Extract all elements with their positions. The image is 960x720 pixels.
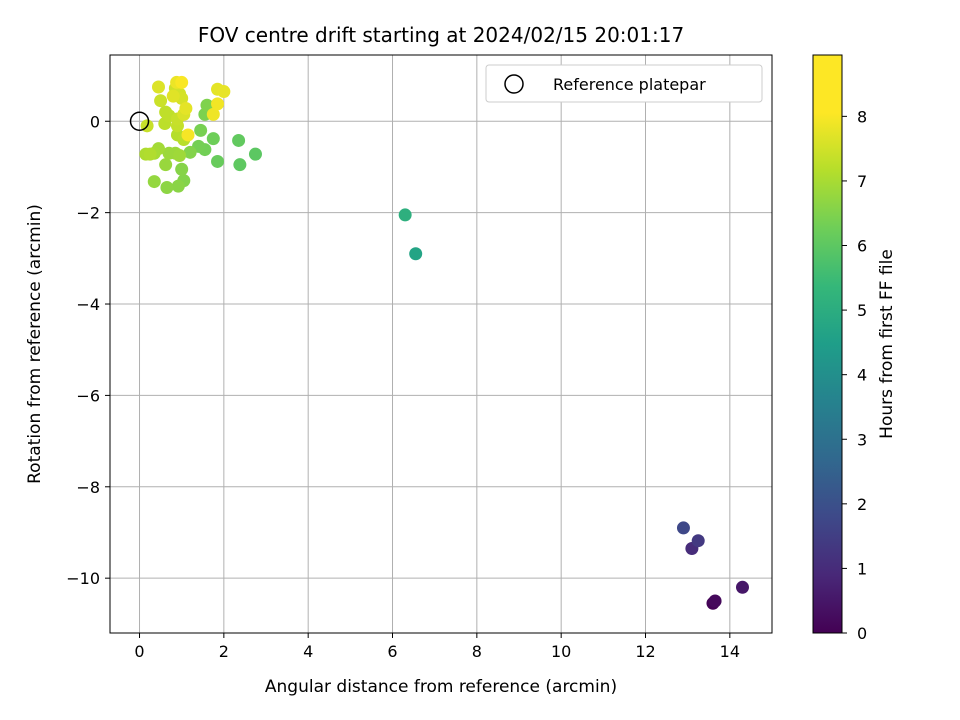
- x-tick-label: 10: [551, 642, 571, 661]
- data-point: [175, 75, 189, 89]
- data-point: [160, 181, 174, 195]
- colorbar-tick-label: 2: [857, 495, 867, 514]
- data-point: [162, 146, 176, 160]
- x-axis: 0 2 4 6 8 10 12 14: [134, 633, 740, 661]
- y-tick-label: −8: [76, 478, 100, 497]
- colorbar-tick-label: 5: [857, 301, 867, 320]
- data-point: [691, 534, 705, 548]
- data-point: [211, 154, 225, 168]
- data-point: [398, 208, 412, 222]
- colorbar-label: Hours from first FF file: [877, 249, 897, 439]
- data-point: [179, 101, 193, 115]
- data-point: [159, 105, 173, 119]
- y-tick-label: −6: [76, 386, 100, 405]
- x-tick-label: 14: [720, 642, 740, 661]
- colorbar-tick-label: 0: [857, 624, 867, 643]
- data-point: [154, 94, 168, 108]
- colorbar-tick-label: 6: [857, 237, 867, 256]
- data-point: [171, 179, 185, 193]
- data-point: [409, 247, 423, 261]
- colorbar-tick-label: 3: [857, 430, 867, 449]
- colorbar-tick-label: 7: [857, 172, 867, 191]
- legend-box: [485, 64, 763, 103]
- legend: Reference platepar: [485, 64, 763, 103]
- data-point: [735, 580, 749, 594]
- data-point: [206, 132, 220, 146]
- data-point: [175, 162, 189, 176]
- data-point: [183, 145, 197, 159]
- reference-marker-group: [129, 111, 150, 132]
- data-point: [181, 128, 195, 142]
- data-point: [708, 594, 722, 608]
- x-tick-label: 12: [635, 642, 655, 661]
- y-axis-label: Rotation from reference (arcmin): [25, 204, 45, 484]
- data-point: [232, 133, 246, 147]
- reference-platepar-marker: [129, 111, 150, 132]
- data-point: [200, 98, 214, 112]
- colorbar-tick-label: 4: [857, 366, 867, 385]
- data-point: [159, 158, 173, 172]
- data-point: [151, 80, 165, 94]
- y-axis: 0 −2 −4 −6 −8 −10: [66, 112, 110, 588]
- colorbar-tick-label: 8: [857, 107, 867, 126]
- legend-reference-marker: [504, 74, 524, 94]
- x-axis-label: Angular distance from reference (arcmin): [265, 677, 617, 697]
- y-tick-label: −2: [76, 204, 100, 223]
- colorbar-gradient: [812, 54, 843, 634]
- colorbar-ticks: 0 1 2 3 4 5 6 7 8: [842, 107, 867, 643]
- data-point: [166, 89, 180, 103]
- y-tick-label: −4: [76, 295, 100, 314]
- data-point: [248, 147, 262, 161]
- data-point: [143, 147, 157, 161]
- colorbar: 0 1 2 3 4 5 6 7 8 Hours from first FF file: [812, 54, 897, 643]
- plot-area: [110, 55, 772, 633]
- x-tick-label: 6: [387, 642, 397, 661]
- legend-entry-label: Reference platepar: [553, 75, 706, 94]
- grid: [110, 55, 772, 633]
- axes-frame: [109, 54, 773, 634]
- data-point: [173, 149, 187, 163]
- scatter-series: [139, 75, 749, 610]
- data-point: [206, 107, 220, 121]
- chart-title: FOV centre drift starting at 2024/02/15 …: [198, 23, 684, 47]
- x-tick-label: 4: [303, 642, 313, 661]
- x-tick-label: 0: [134, 642, 144, 661]
- x-tick-label: 8: [472, 642, 482, 661]
- data-point: [676, 521, 690, 535]
- y-tick-label: −10: [66, 569, 100, 588]
- data-point: [194, 123, 208, 137]
- data-point: [233, 158, 247, 172]
- x-tick-label: 2: [219, 642, 229, 661]
- data-point: [211, 97, 225, 111]
- data-point: [217, 85, 231, 99]
- data-point: [147, 175, 161, 189]
- y-tick-label: 0: [90, 112, 100, 131]
- colorbar-tick-label: 1: [857, 559, 867, 578]
